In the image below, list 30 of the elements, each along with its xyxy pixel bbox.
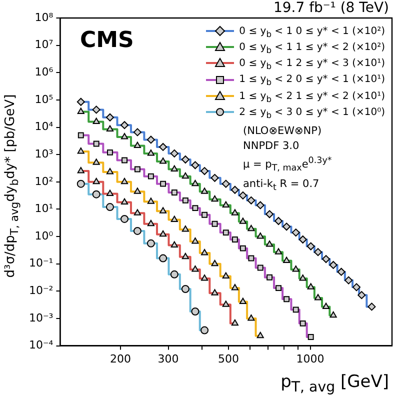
x-tick-label: 200 bbox=[110, 352, 131, 366]
y-tick-label: 10⁰ bbox=[34, 229, 54, 242]
x-tick-label: 300 bbox=[158, 352, 179, 366]
legend-label: 2 ≤ y$_{b}$ < 3 0 ≤ y* < 1 (×10⁰) bbox=[239, 106, 385, 120]
y-tick-label: 10⁻³ bbox=[28, 311, 54, 324]
legend-label: 1 ≤ y$_{b}$ < 2 0 ≤ y* < 1 (×10¹) bbox=[239, 74, 385, 88]
y-tick-label: 10³ bbox=[34, 147, 54, 160]
y-tick-label: 10⁵ bbox=[34, 92, 54, 106]
y-tick-label: 10⁴ bbox=[34, 120, 54, 134]
legend-label: 0 ≤ y$_{b}$ < 1 2 ≤ y* < 3 (×10¹) bbox=[239, 58, 385, 72]
legend-label: 0 ≤ y$_{b}$ < 1 1 ≤ y* < 2 (×10²) bbox=[239, 42, 385, 55]
x-tick-label: 500 bbox=[218, 352, 240, 366]
y-tick-label: 10⁷ bbox=[34, 38, 54, 52]
annotation: NNPDF 3.0 bbox=[243, 139, 300, 154]
y-tick-label: 10⁻⁴ bbox=[28, 338, 54, 352]
y-tick-label: 10¹ bbox=[34, 202, 54, 216]
annotation: anti-k$_{t}$ R = 0.7 bbox=[243, 176, 320, 195]
legend-label: 0 ≤ y$_{b}$ < 1 0 ≤ y* < 1 (×10²) bbox=[239, 26, 385, 39]
chart-title: 19.7 fb⁻¹ (8 TeV) bbox=[273, 0, 389, 16]
legend-label: 1 ≤ y$_{b}$ < 2 1 ≤ y* < 2 (×10¹) bbox=[239, 90, 385, 104]
y-tick-label: 10² bbox=[34, 174, 54, 188]
x-tick-label: 1000 bbox=[296, 352, 324, 366]
annotation: CMS bbox=[80, 28, 134, 53]
y-tick-label: 10⁻¹ bbox=[28, 256, 54, 270]
annotation: (NLO⊗EW⊗NP) bbox=[243, 124, 323, 139]
y-tick-label: 10⁶ bbox=[34, 65, 54, 78]
y-tick-label: 10⁸ bbox=[34, 10, 54, 24]
x-axis-title: p$_{T, avg}$ [GeV] bbox=[280, 372, 389, 396]
annotation: μ = p$_{T, max}$e$^{0.3y*}$ bbox=[243, 155, 332, 176]
y-tick-label: 10⁻² bbox=[28, 284, 54, 298]
